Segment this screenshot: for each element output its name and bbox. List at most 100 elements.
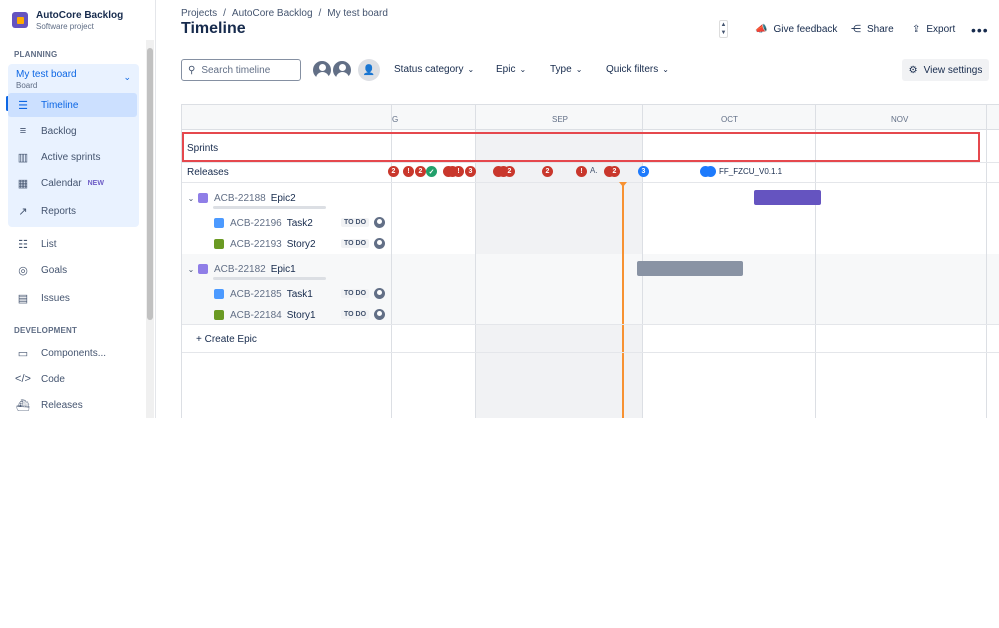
release-marker[interactable]: ! xyxy=(576,166,587,177)
sidebar-item-reports[interactable]: ↗ Reports xyxy=(8,199,137,223)
issue-key[interactable]: ACB-22196 xyxy=(230,217,282,229)
row-divider xyxy=(182,182,999,183)
sidebar-item-timeline[interactable]: ☰ Timeline xyxy=(8,93,137,117)
search-box[interactable]: ⚲ xyxy=(181,59,301,81)
filter-status-category[interactable]: Status category ⌄ xyxy=(394,64,474,75)
status-badge[interactable]: TO DO xyxy=(341,239,370,248)
release-marker[interactable]: 2 xyxy=(388,166,399,177)
month-label: G xyxy=(392,115,399,124)
release-marker[interactable] xyxy=(498,166,509,177)
issue-summary[interactable]: Task1 xyxy=(286,288,313,300)
assignee-avatar[interactable] xyxy=(374,217,385,228)
give-feedback-label: Give feedback xyxy=(773,24,838,35)
project-header[interactable]: AutoCore Backlog Software project xyxy=(12,10,123,32)
add-people-icon[interactable]: 👤 xyxy=(358,59,380,81)
timeline-grid: G SEP OCT NOV Sprints Releases 2 ! 2 ✓ !… xyxy=(181,104,999,418)
breadcrumb-item[interactable]: AutoCore Backlog xyxy=(231,8,313,19)
grid-line xyxy=(986,104,987,418)
release-marker[interactable]: 2 xyxy=(415,166,426,177)
export-button[interactable]: ⇪ Export xyxy=(912,24,955,35)
planning-group: My test board Board ⌄ xyxy=(8,64,139,227)
issue-key[interactable]: ACB-22185 xyxy=(230,288,282,300)
issue-summary[interactable]: Task2 xyxy=(286,217,313,229)
up-down-icon[interactable]: ▲ ▼ xyxy=(719,20,728,38)
issue-key[interactable]: ACB-22188 xyxy=(214,192,266,204)
sidebar-item-issues[interactable]: ▤ Issues xyxy=(8,286,137,310)
chevron-down-icon[interactable]: ⌄ xyxy=(123,72,131,82)
issue-summary[interactable]: Story1 xyxy=(286,309,316,321)
sidebar-item-goals[interactable]: ◎ Goals xyxy=(8,258,137,282)
sidebar-item-active-sprints[interactable]: ▥ Active sprints xyxy=(8,145,137,169)
share-label: Share xyxy=(867,24,894,35)
issue-row[interactable]: ACB-22196 Task2 xyxy=(214,213,313,233)
filter-label: Status category xyxy=(394,64,464,75)
breadcrumb-item[interactable]: Projects xyxy=(181,8,218,19)
sidebar-item-list[interactable]: ☷ List xyxy=(8,232,137,256)
timeline-header xyxy=(182,104,999,130)
release-marker[interactable]: 3 xyxy=(465,166,476,177)
more-options-icon[interactable]: ••• xyxy=(971,22,989,38)
board-name[interactable]: My test board xyxy=(16,69,77,80)
search-input[interactable] xyxy=(199,63,295,77)
assignee-avatar[interactable] xyxy=(374,238,385,249)
give-feedback-button[interactable]: 📣 Give feedback xyxy=(755,24,837,35)
release-marker[interactable]: 2 xyxy=(504,166,515,177)
issue-row[interactable]: ACB-22193 Story2 xyxy=(214,234,316,254)
issue-key[interactable]: ACB-22184 xyxy=(230,309,282,321)
sidebar-item-label: List xyxy=(41,238,57,250)
assignee-avatar[interactable] xyxy=(374,309,385,320)
issue-summary[interactable]: Epic2 xyxy=(270,192,296,204)
calendar-icon: ▦ xyxy=(17,177,29,190)
issue-key[interactable]: ACB-22182 xyxy=(214,263,266,275)
epic-progress-bar xyxy=(213,206,326,209)
sidebar-item-backlog[interactable]: ≡ Backlog xyxy=(8,119,137,143)
sidebar-item-code[interactable]: </> Code xyxy=(8,367,137,391)
sidebar-item-releases[interactable]: ⛴ Releases xyxy=(8,393,137,417)
status-badge[interactable]: TO DO xyxy=(341,289,370,298)
epic-row[interactable]: ⌄ ACB-22182 Epic1 xyxy=(182,259,296,279)
issue-summary[interactable]: Epic1 xyxy=(270,263,296,275)
release-marker[interactable]: 2 xyxy=(609,166,620,177)
create-epic-button[interactable]: + Create Epic xyxy=(196,334,257,345)
epic-row[interactable]: ⌄ ACB-22188 Epic2 xyxy=(182,188,296,208)
epic2-timeline-bar[interactable] xyxy=(754,190,821,205)
chevron-down-icon: ⌄ xyxy=(575,65,583,74)
release-marker[interactable]: 2 xyxy=(542,166,553,177)
sidebar-item-calendar[interactable]: ▦ Calendar NEW xyxy=(8,171,137,195)
release-marker[interactable] xyxy=(447,166,458,177)
status-badge[interactable]: TO DO xyxy=(341,310,370,319)
issue-summary[interactable]: Story2 xyxy=(286,238,316,250)
filter-type[interactable]: Type ⌄ xyxy=(550,64,582,75)
plus-icon: + xyxy=(196,334,202,345)
sidebar-item-components[interactable]: ▭ Components... xyxy=(8,341,137,365)
epic1-timeline-bar[interactable] xyxy=(637,261,743,276)
release-marker[interactable]: ! xyxy=(453,166,464,177)
sidebar-item-label: Calendar xyxy=(41,177,82,189)
filter-epic[interactable]: Epic ⌄ xyxy=(496,64,526,75)
breadcrumb-item[interactable]: My test board xyxy=(327,8,388,19)
development-label: DEVELOPMENT xyxy=(14,326,78,335)
release-marker[interactable] xyxy=(705,166,716,177)
issue-key[interactable]: ACB-22193 xyxy=(230,238,282,250)
status-badge[interactable]: TO DO xyxy=(341,218,370,227)
epic-icon xyxy=(198,264,208,274)
avatar[interactable] xyxy=(331,59,353,81)
release-marker[interactable]: ✓ xyxy=(426,166,437,177)
chevron-down-icon[interactable]: ⌄ xyxy=(187,193,195,203)
release-marker[interactable]: ! xyxy=(403,166,414,177)
filter-quick-filters[interactable]: Quick filters ⌄ xyxy=(606,64,669,75)
issue-row[interactable]: ACB-22185 Task1 xyxy=(214,284,313,304)
task-icon xyxy=(214,289,224,299)
share-button[interactable]: ⋲ Share xyxy=(851,24,894,35)
project-name: AutoCore Backlog xyxy=(36,10,124,21)
chevron-down-icon[interactable]: ⌄ xyxy=(187,264,195,274)
issue-row[interactable]: ACB-22184 Story1 xyxy=(214,305,316,325)
sidebar-item-label: Issues xyxy=(41,292,70,304)
sidebar-scroll-thumb[interactable] xyxy=(147,48,153,320)
avatar[interactable] xyxy=(311,59,333,81)
new-badge: NEW xyxy=(87,179,104,187)
view-settings-button[interactable]: ⚙ View settings xyxy=(902,59,989,81)
release-marker[interactable]: 3 xyxy=(638,166,649,177)
sidebar-item-label: Backlog xyxy=(41,125,77,137)
assignee-avatar[interactable] xyxy=(374,288,385,299)
